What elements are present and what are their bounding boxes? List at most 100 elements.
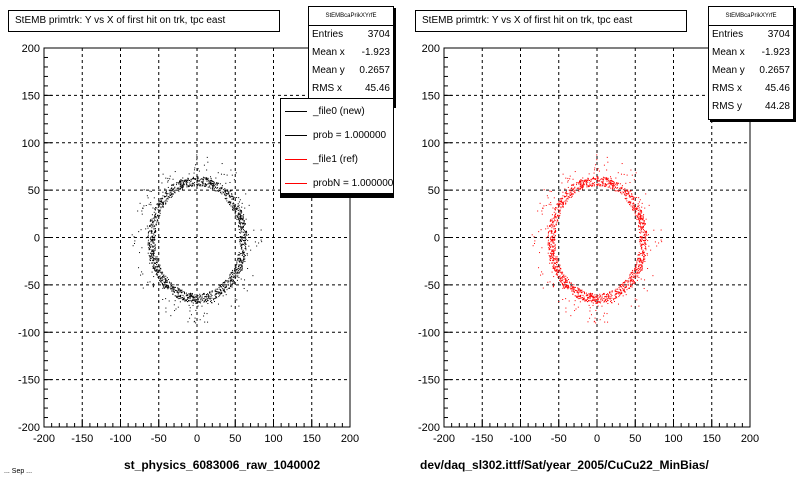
scatter-point <box>607 183 609 185</box>
scatter-point <box>644 256 646 258</box>
scatter-point <box>586 179 588 181</box>
scatter-point <box>559 278 561 280</box>
scatter-point <box>177 181 179 183</box>
scatter-point <box>224 281 226 283</box>
scatter-point <box>180 188 182 190</box>
scatter-point <box>156 269 158 271</box>
scatter-point <box>197 176 199 178</box>
scatter-point <box>639 209 641 211</box>
scatter-point <box>568 278 570 280</box>
scatter-point <box>258 242 260 244</box>
scatter-point <box>638 260 640 262</box>
scatter-point <box>226 200 228 202</box>
scatter-point <box>623 284 625 286</box>
scatter-point <box>551 271 553 273</box>
scatter-point <box>215 190 217 192</box>
scatter-point <box>567 197 569 199</box>
scatter-point <box>211 186 213 188</box>
scatter-point <box>205 295 207 297</box>
scatter-point <box>640 210 642 212</box>
scatter-point <box>162 287 164 289</box>
scatter-point <box>550 246 552 248</box>
scatter-point <box>629 273 631 275</box>
scatter-point <box>551 249 553 251</box>
scatter-point <box>606 184 608 186</box>
scatter-point <box>583 291 585 293</box>
scatter-point <box>558 276 560 278</box>
scatter-point <box>153 262 155 264</box>
scatter-point <box>196 294 198 296</box>
scatter-point <box>553 217 555 219</box>
x-tick-label: -150 <box>471 433 493 445</box>
left-stats-box: StEMBcaPrikXYrfE Entries 3704 Mean x -1.92… <box>308 6 394 106</box>
scatter-point <box>195 178 197 180</box>
scatter-point <box>582 180 584 182</box>
scatter-point <box>613 299 615 301</box>
scatter-point <box>216 182 218 184</box>
scatter-point <box>548 225 550 227</box>
scatter-point <box>184 180 186 182</box>
scatter-point <box>552 239 554 241</box>
scatter-point <box>545 205 547 207</box>
scatter-point <box>562 204 564 206</box>
left-stats-meanx: Mean x -1.923 <box>312 47 390 58</box>
scatter-point <box>552 207 554 209</box>
scatter-point <box>176 295 178 297</box>
scatter-point <box>569 178 571 180</box>
scatter-point <box>233 282 235 284</box>
scatter-point <box>260 229 262 231</box>
scatter-point <box>232 199 234 201</box>
scatter-point <box>634 205 636 207</box>
scatter-point <box>635 265 637 267</box>
scatter-point <box>243 242 245 244</box>
scatter-point <box>229 273 231 275</box>
scatter-point <box>152 249 154 251</box>
scatter-point <box>631 278 633 280</box>
scatter-point <box>636 299 638 301</box>
scatter-point <box>183 292 185 294</box>
scatter-point <box>639 238 641 240</box>
scatter-point <box>229 204 231 206</box>
scatter-point <box>189 294 191 296</box>
scatter-point <box>579 296 581 298</box>
scatter-point <box>578 187 580 189</box>
scatter-point <box>170 193 172 195</box>
scatter-point <box>561 277 563 279</box>
scatter-point <box>234 199 236 201</box>
scatter-point <box>241 226 243 228</box>
scatter-point <box>151 218 153 220</box>
scatter-point <box>239 213 241 215</box>
scatter-point <box>571 196 573 198</box>
scatter-point <box>552 249 554 251</box>
scatter-point <box>630 275 632 277</box>
scatter-point <box>560 206 562 208</box>
scatter-point <box>172 286 174 288</box>
scatter-point <box>628 284 630 286</box>
scatter-point <box>205 178 207 180</box>
scatter-point <box>155 261 157 263</box>
scatter-point <box>163 195 165 197</box>
scatter-point <box>606 294 608 296</box>
scatter-point <box>161 282 163 284</box>
scatter-point <box>211 290 213 292</box>
scatter-point <box>209 300 211 302</box>
scatter-point <box>206 297 208 299</box>
scatter-point <box>552 239 554 241</box>
scatter-point <box>201 181 203 183</box>
scatter-point <box>154 268 156 270</box>
x-tick-label: 200 <box>741 433 759 445</box>
scatter-point <box>164 286 166 288</box>
scatter-point <box>162 195 164 197</box>
scatter-point <box>568 196 570 198</box>
scatter-point <box>142 207 144 209</box>
scatter-point <box>242 231 244 233</box>
scatter-point <box>220 187 222 189</box>
scatter-point <box>180 181 182 183</box>
scatter-point <box>239 267 241 269</box>
scatter-point <box>183 184 185 186</box>
scatter-point <box>593 299 595 301</box>
scatter-point <box>602 180 604 182</box>
scatter-point <box>225 194 227 196</box>
scatter-point <box>152 207 154 209</box>
scatter-point <box>549 249 551 251</box>
